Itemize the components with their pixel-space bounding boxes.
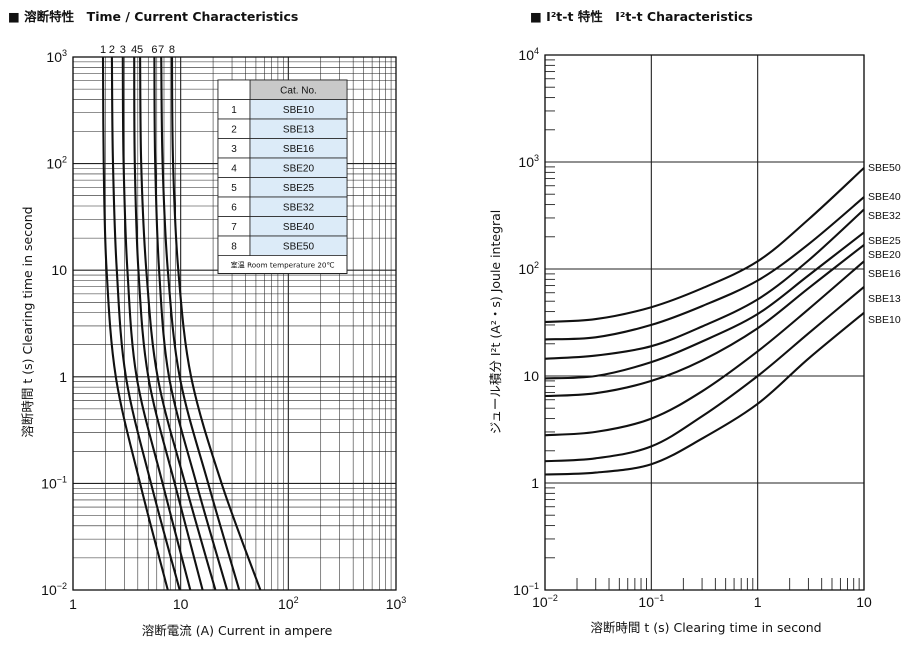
time-current-curve-number: 7 [158, 44, 164, 56]
i2t-curve-sbe20 [544, 244, 865, 398]
i2t-y-tick: 10 [523, 368, 539, 384]
i2t-x-ticks: 10−2 10−1 1 10 [532, 593, 872, 610]
time-current-curve-number: 4 [131, 44, 137, 56]
time-current-y-ticks: 10−2 10−1 1 10 102 103 [41, 48, 67, 598]
i2t-curve-sbe10 [544, 311, 865, 476]
i2t-curve-sbe25 [544, 231, 865, 380]
cat-table-catalog-number: SBE10 [283, 105, 315, 116]
cat-table-number: 3 [231, 144, 237, 155]
i2t-series-labels: SBE50 SBE40 SBE32 SBE25 SBE20 SBE16 SBE13 SBE10 [868, 162, 901, 326]
cat-table-header: Cat. No. [280, 85, 317, 96]
i2t-x-tick: 10−2 [532, 593, 558, 610]
i2t-y-tick: 1 [531, 475, 539, 491]
time-current-curve-7 [160, 56, 241, 591]
time-current-x-tick: 10 [173, 596, 189, 612]
time-current-y-axis-label: 溶断時間 t (s) Clearing time in second [20, 206, 35, 437]
cat-table-catalog-cell [249, 235, 348, 256]
cat-table-number: 1 [231, 105, 237, 116]
time-current-curve-number: 8 [169, 44, 175, 56]
time-current-y-tick: 102 [46, 155, 67, 172]
time-current-curve-number: 1 [100, 44, 106, 56]
time-current-x-axis-label: 溶断電流 (A) Current in ampere [142, 623, 333, 638]
time-current-curve-4 [133, 56, 204, 591]
i2t-x-tick: 1 [754, 594, 762, 610]
time-current-curves [101, 56, 262, 591]
cat-table-number: 4 [231, 163, 237, 174]
time-current-y-tick: 10−2 [41, 581, 67, 598]
time-current-y-tick: 10−1 [41, 474, 67, 491]
i2t-series-label: SBE50 [868, 162, 901, 174]
cat-table-catalog-number: SBE25 [283, 183, 315, 194]
time-current-x-tick: 1 [69, 596, 77, 612]
cat-table-catalog-number: SBE40 [283, 222, 315, 233]
i2t-x-tick: 10−1 [638, 593, 664, 610]
cat-table-catalog-number: SBE13 [283, 124, 315, 135]
time-current-title: ■ 溶断特性 Time / Current Characteristics [8, 9, 298, 24]
time-current-curve-5 [139, 56, 217, 591]
cat-table-catalog-number: SBE32 [283, 202, 315, 213]
cat-table-number: 8 [231, 241, 237, 252]
i2t-curve-sbe40 [544, 196, 865, 341]
cat-no-table: Cat. No. 1 SBE10 2 SBE13 3 SBE16 4 SBE20 5 SBE25 6 S… [217, 79, 348, 274]
time-current-x-ticks: 1 10 102 103 [69, 595, 406, 612]
i2t-plot-frame [544, 54, 865, 591]
i2t-series-label: SBE32 [868, 210, 901, 222]
time-current-x-tick: 102 [278, 595, 299, 612]
time-current-curve-6 [153, 56, 229, 591]
i2t-title: ■ I²t-t 特性 I²t-t Characteristics [530, 9, 753, 24]
time-current-curve-number: 6 [151, 44, 157, 56]
i2t-series-label: SBE16 [868, 268, 901, 280]
i2t-series-label: SBE13 [868, 293, 901, 305]
i2t-y-tick: 10−1 [513, 581, 539, 598]
i2t-y-tick: 104 [518, 46, 539, 63]
cat-table-note: 室温 Room temperature 20℃ [230, 261, 334, 270]
time-current-x-tick: 103 [386, 595, 407, 612]
time-current-curve-number: 2 [109, 44, 115, 56]
i2t-y-ticks: 10−1 1 10 102 103 104 [513, 46, 539, 598]
cat-table-catalog-number: SBE16 [283, 144, 315, 155]
i2t-grid [544, 54, 865, 591]
i2t-curve-sbe32 [544, 208, 865, 360]
i2t-x-tick: 10 [856, 594, 872, 610]
time-current-curve-3 [121, 56, 192, 591]
cat-table-number: 5 [231, 183, 237, 194]
cat-table-catalog-number: SBE20 [283, 163, 315, 174]
i2t-curve-sbe16 [544, 260, 865, 437]
time-current-curve-2 [110, 56, 181, 591]
i2t-series-label: SBE10 [868, 314, 901, 326]
time-current-y-tick: 103 [46, 48, 67, 65]
i2t-y-tick: 103 [518, 153, 539, 170]
cat-table-number: 7 [231, 222, 237, 233]
i2t-y-tick: 102 [518, 260, 539, 277]
i2t-curves [544, 167, 865, 476]
i2t-y-axis-label: ジュール積分 I²t (A²・s) Joule integral [488, 210, 503, 435]
time-current-y-tick: 1 [59, 369, 67, 385]
i2t-curve-sbe50 [544, 167, 865, 323]
time-current-curve-number: 3 [120, 44, 126, 56]
i2t-x-axis-label: 溶断時間 t (s) Clearing time in second [590, 620, 821, 635]
i2t-series-label: SBE25 [868, 235, 901, 247]
i2t-series-label: SBE40 [868, 191, 901, 203]
time-current-curve-8 [170, 56, 262, 591]
time-current-y-tick: 10 [51, 262, 67, 278]
cat-table-number: 2 [231, 124, 237, 135]
time-current-curve-1 [101, 56, 169, 591]
time-current-curve-number: 5 [137, 44, 143, 56]
time-current-plot-frame [72, 56, 397, 591]
i2t-series-label: SBE20 [868, 249, 901, 261]
cat-table-catalog-number: SBE50 [283, 241, 315, 252]
i2t-curve-sbe13 [544, 286, 865, 463]
cat-table-header-blank [217, 79, 251, 100]
cat-table-number: 6 [231, 202, 237, 213]
